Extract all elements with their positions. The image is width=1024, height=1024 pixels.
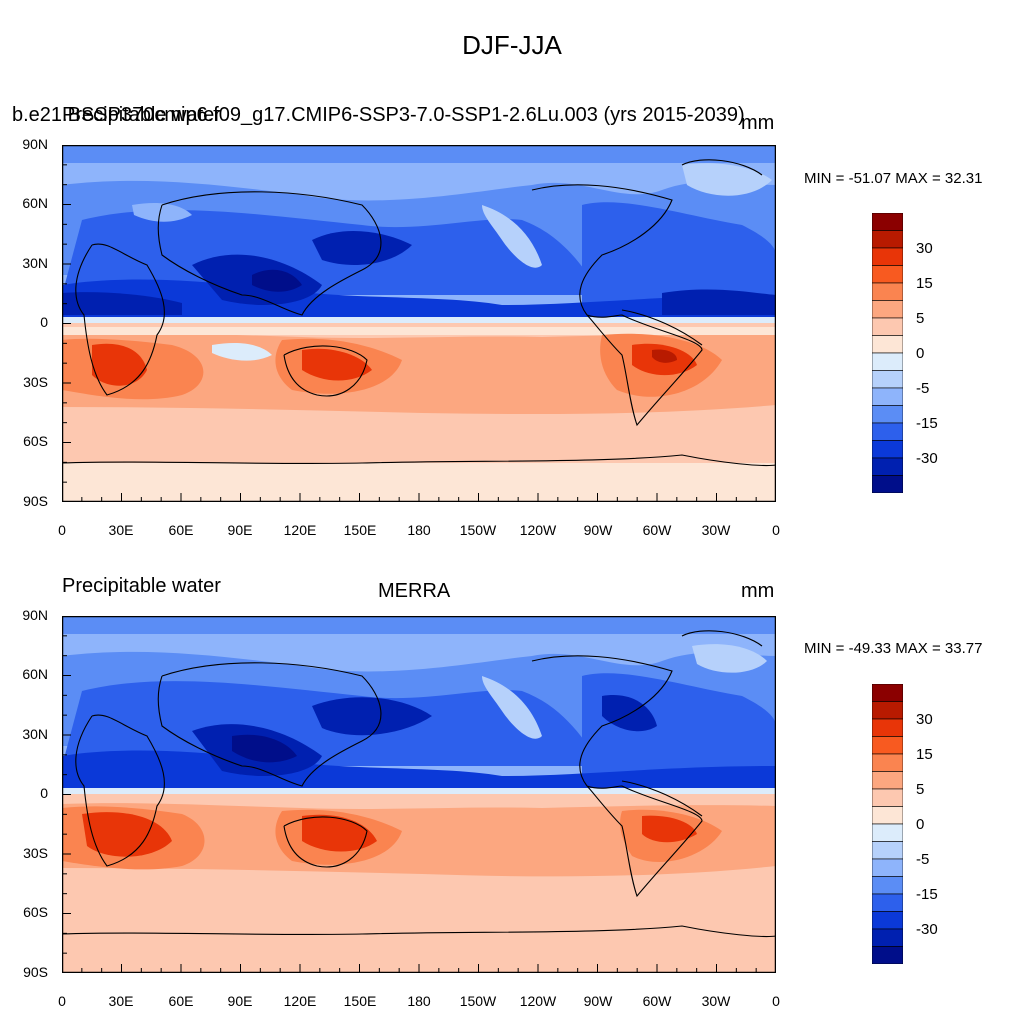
lon-label: 180 <box>407 522 431 538</box>
colorbar-label: 15 <box>916 746 933 763</box>
colorbar-label: -15 <box>916 886 938 903</box>
panel-variable-title: Precipitable water <box>62 575 221 597</box>
lon-label: 30E <box>108 522 134 538</box>
colorbar <box>872 684 903 964</box>
lon-label: 0 <box>58 993 66 1009</box>
colorbar-swatch <box>872 300 903 319</box>
colorbar-swatch <box>872 475 903 493</box>
colorbar-swatch <box>872 213 903 231</box>
colorbar-swatch <box>872 230 903 249</box>
colorbar-label: 30 <box>916 240 933 257</box>
colorbar <box>872 213 903 493</box>
colorbar-swatch <box>872 405 903 424</box>
lat-label: 60S <box>23 904 48 920</box>
lon-label: 30W <box>701 522 731 538</box>
colorbar-swatch <box>872 858 903 877</box>
lat-label: 90N <box>22 607 48 623</box>
lat-label: 30S <box>23 374 48 390</box>
lon-label: 90E <box>227 522 253 538</box>
colorbar-swatch <box>872 911 903 930</box>
contour-map <box>62 616 776 973</box>
lat-label: 30N <box>22 255 48 271</box>
lat-label: 90S <box>23 964 48 980</box>
colorbar-swatch <box>872 282 903 301</box>
colorbar-swatch <box>872 440 903 459</box>
colorbar-swatch <box>872 736 903 755</box>
colorbar-swatch <box>872 841 903 860</box>
colorbar-swatch <box>872 422 903 441</box>
panel-units: mm <box>741 580 775 602</box>
lon-label: 150W <box>459 522 497 538</box>
colorbar-label: -30 <box>916 921 938 938</box>
min-max-text: MIN = -51.07 MAX = 32.31 <box>804 170 983 187</box>
colorbar-swatch <box>872 893 903 912</box>
colorbar-swatch <box>872 753 903 772</box>
lat-label: 0 <box>40 785 48 801</box>
colorbar-label: 5 <box>916 310 925 327</box>
colorbar-swatch <box>872 788 903 807</box>
panel-dataset-title: MERRA <box>378 580 451 602</box>
colorbar-swatch <box>872 335 903 354</box>
colorbar-label: 15 <box>916 275 933 292</box>
lon-label: 120E <box>283 993 317 1009</box>
lon-label: 60W <box>642 522 672 538</box>
lon-label: 60E <box>168 993 194 1009</box>
colorbar-swatch <box>872 317 903 336</box>
colorbar-swatch <box>872 701 903 720</box>
colorbar-label: 5 <box>916 781 925 798</box>
colorbar-swatch <box>872 946 903 964</box>
lon-label: 30E <box>108 993 134 1009</box>
lat-label: 30N <box>22 726 48 742</box>
lon-label: 90W <box>583 522 613 538</box>
colorbar-label: 0 <box>916 816 925 833</box>
lon-label: 180 <box>407 993 431 1009</box>
lat-label: 60S <box>23 433 48 449</box>
colorbar-label: 30 <box>916 711 933 728</box>
colorbar-swatch <box>872 684 903 702</box>
lon-label: 150E <box>343 522 377 538</box>
colorbar-label: -15 <box>916 415 938 432</box>
lon-label: 120W <box>519 522 557 538</box>
lon-label: 90E <box>227 993 253 1009</box>
colorbar-swatch <box>872 265 903 284</box>
colorbar-swatch <box>872 247 903 266</box>
colorbar-label: -5 <box>916 851 930 868</box>
lon-label: 150E <box>343 993 377 1009</box>
colorbar-swatch <box>872 876 903 895</box>
colorbar-swatch <box>872 928 903 947</box>
lon-label: 60E <box>168 522 194 538</box>
colorbar-swatch <box>872 387 903 406</box>
colorbar-swatch <box>872 718 903 737</box>
min-max-text: MIN = -49.33 MAX = 33.77 <box>804 640 983 657</box>
lat-label: 60N <box>22 195 48 211</box>
colorbar-swatch <box>872 771 903 790</box>
lat-label: 90S <box>23 493 48 509</box>
lon-label: 30W <box>701 993 731 1009</box>
lon-label: 120E <box>283 522 317 538</box>
contour-map <box>62 145 776 502</box>
colorbar-label: -30 <box>916 450 938 467</box>
panel-left-text-overlap: Precipitable water <box>62 104 221 126</box>
lat-label: 30S <box>23 845 48 861</box>
lon-label: 0 <box>772 522 780 538</box>
panel-units: mm <box>741 112 775 134</box>
colorbar-label: 0 <box>916 345 925 362</box>
lon-label: 150W <box>459 993 497 1009</box>
colorbar-swatch <box>872 806 903 825</box>
lat-label: 60N <box>22 666 48 682</box>
panel-case-title: b.e21.BSSP370cmip6.f09_g17.CMIP6-SSP3-7.… <box>12 104 745 126</box>
lon-label: 0 <box>772 993 780 1009</box>
colorbar-swatch <box>872 823 903 842</box>
colorbar-swatch <box>872 352 903 371</box>
lat-label: 0 <box>40 314 48 330</box>
figure-title: DJF-JJA <box>462 30 562 60</box>
lat-label: 90N <box>22 136 48 152</box>
lon-label: 60W <box>642 993 672 1009</box>
colorbar-swatch <box>872 457 903 476</box>
lon-label: 120W <box>519 993 557 1009</box>
colorbar-label: -5 <box>916 380 930 397</box>
lon-label: 90W <box>583 993 613 1009</box>
lon-label: 0 <box>58 522 66 538</box>
colorbar-swatch <box>872 370 903 389</box>
